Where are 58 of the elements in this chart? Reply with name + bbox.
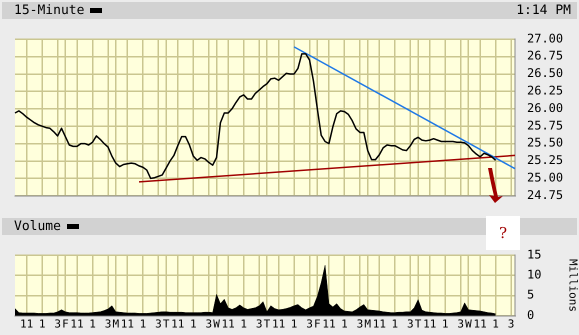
text: 1:14 PM <box>516 3 571 18</box>
y-tick-label: 25.00 <box>527 170 564 185</box>
x-tick-label: 3 <box>104 317 112 330</box>
y-axis-title: Millions <box>566 259 579 312</box>
x-tick-label: T <box>414 317 422 330</box>
y-tick-label: 26.75 <box>527 48 564 63</box>
y-tick-label: 26.00 <box>527 100 564 115</box>
x-tick-label: 3 <box>306 317 313 330</box>
x-tick-label: 3 <box>457 317 464 330</box>
x-tick-label: 11 <box>473 317 487 330</box>
x-tick-label: 3 <box>256 317 262 330</box>
x-tick-label: 1 <box>392 317 398 330</box>
x-tick-label: 1 <box>341 317 348 330</box>
y-tick-label: 26.25 <box>527 84 564 98</box>
x-tick-label: F <box>314 317 321 330</box>
x-tick-label: 3 <box>356 317 364 330</box>
x-tick-label: 11 <box>222 317 235 330</box>
y-tick-label: 27.00 <box>527 31 564 46</box>
x-tick-label: 11 <box>322 317 336 330</box>
x-tick-label: 1 <box>190 317 197 330</box>
x-tick-label: 1 <box>442 317 449 330</box>
x-tick-label: T <box>162 317 170 330</box>
x-tick-label: 11 <box>70 317 84 330</box>
x-tick-label: 1 <box>140 317 146 330</box>
x-tick-label: 3 <box>155 317 162 330</box>
x-tick-label: 11 <box>372 317 386 330</box>
x-tick-label: 3 <box>54 317 61 330</box>
x-tick-label: 3 <box>508 317 514 330</box>
x-tick-label: 1 <box>492 317 499 330</box>
x-tick-label: 11 <box>20 317 34 330</box>
y-tick-label: 0 <box>527 308 534 322</box>
x-tick-label: W <box>213 317 220 330</box>
x-tick-label: 1 <box>89 317 96 330</box>
chart-title: 15-Minute <box>14 3 84 18</box>
y-tick-label: 26.50 <box>527 66 564 80</box>
x-tick-label: 11 <box>120 317 134 330</box>
x-tick-label: 1 <box>38 317 46 330</box>
y-tick-label: 5 <box>527 288 534 302</box>
x-tick-label: 11 <box>272 317 286 330</box>
x-tick-label: 3 <box>205 317 212 330</box>
chart-title: Volume <box>14 219 61 234</box>
text: ? <box>486 216 520 250</box>
y-tick-label: 15 <box>527 247 542 262</box>
y-tick-label: 25.50 <box>527 136 564 150</box>
x-tick-label: 11 <box>171 317 184 330</box>
y-tick-label: 10 <box>527 268 542 282</box>
x-tick-label: 1 <box>240 317 247 330</box>
x-tick-label: W <box>465 317 472 330</box>
x-tick-label: F <box>62 317 69 330</box>
x-tick-label: 11 <box>423 317 436 330</box>
x-tick-label: M <box>112 317 120 330</box>
x-tick-label: T <box>264 317 271 330</box>
x-tick-label: M <box>364 317 372 330</box>
x-tick-label: 3 <box>407 317 414 330</box>
y-tick-label: 25.75 <box>527 118 564 132</box>
y-tick-label: 25.25 <box>527 153 564 168</box>
y-tick-label: 24.75 <box>527 188 564 202</box>
x-tick-label: 1 <box>290 317 298 330</box>
